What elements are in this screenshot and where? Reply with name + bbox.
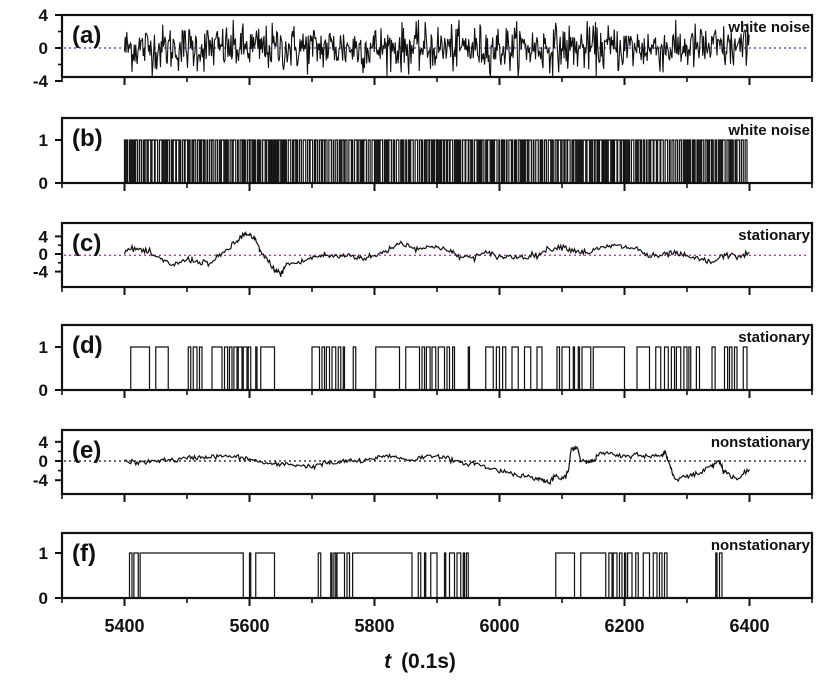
panel-tag: (f) (72, 540, 96, 567)
x-tick-label: 6200 (604, 616, 644, 636)
panel-e: 40-4 (e) nonstationary (33, 428, 814, 502)
y-tick-label: 0 (39, 39, 48, 58)
x-tick-label: 6400 (729, 616, 769, 636)
y-tick-label: 0 (39, 245, 48, 264)
panel-note: white noise (727, 19, 810, 36)
panel-f: 1 0 (f) nonstationary (39, 531, 814, 608)
y-tick-label: 0 (39, 381, 48, 400)
y-tick-label: 0 (39, 174, 48, 193)
y-tick-label: 1 (39, 338, 48, 357)
panel-note: nonstationary (711, 434, 811, 451)
y-tick-label: 4 (39, 433, 49, 452)
panel-note: white noise (727, 122, 810, 139)
panel-note: nonstationary (711, 537, 811, 554)
panel-a: 4 0 -4 (a) white noise (33, 6, 814, 91)
y-tick-label: 1 (39, 131, 48, 150)
panel-tag: (d) (72, 332, 103, 359)
panel-b: 1 0 (b) white noise (39, 116, 814, 193)
y-tick-label: 4 (39, 227, 49, 246)
series-line (124, 444, 751, 485)
panel-tag: (e) (72, 437, 101, 464)
x-tick-label: 5600 (229, 616, 269, 636)
y-tick-label: 0 (39, 589, 48, 608)
x-axis-tick-labels: 5400 5600 5800 6000 6200 6400 (104, 616, 769, 636)
y-tick-label: 0 (39, 452, 48, 471)
binary-series (124, 346, 750, 391)
panel-tag: (a) (72, 22, 101, 49)
binary-series (123, 139, 750, 184)
x-tick-label: 6000 (479, 616, 519, 636)
panel-note: stationary (738, 227, 810, 244)
panel-c: 40-4 (c) stationary (33, 221, 814, 295)
y-tick-label: -4 (33, 72, 49, 91)
y-tick-label: 1 (39, 544, 48, 563)
x-axis-title: t (0.1s) (384, 650, 456, 673)
y-tick-label: -4 (33, 263, 49, 282)
binary-series (124, 552, 750, 599)
panel-tag: (c) (72, 230, 101, 257)
y-tick-label: 4 (39, 6, 49, 25)
x-tick-label: 5800 (354, 616, 394, 636)
x-tick-label: 5400 (104, 616, 144, 636)
y-tick-label: -4 (33, 471, 49, 490)
panel-frame (60, 116, 814, 185)
panel-note: stationary (738, 329, 810, 346)
series-line (123, 230, 750, 277)
panel-d: 1 0 (d) stationary (39, 323, 814, 400)
panel-tag: (b) (72, 125, 103, 152)
series-line (123, 19, 750, 77)
